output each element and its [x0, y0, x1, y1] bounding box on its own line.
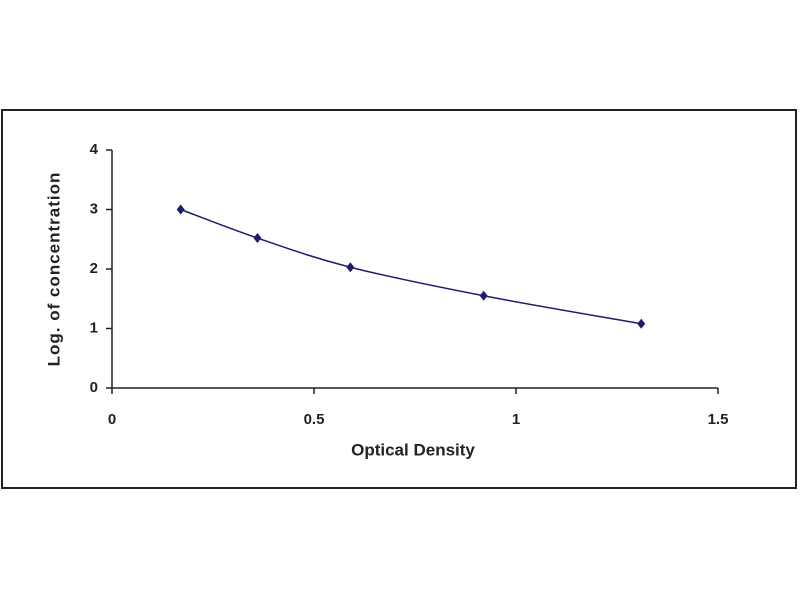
x-axis-label: Optical Density — [351, 440, 475, 459]
fit-curve — [180, 208, 642, 325]
y-tick-label: 4 — [90, 141, 99, 158]
y-tick-label: 2 — [90, 260, 98, 277]
y-axis-label: Log. of concentration — [44, 172, 63, 367]
x-tick-label: 1 — [512, 411, 520, 428]
data-point — [253, 233, 262, 244]
y-tick-label: 0 — [90, 379, 98, 396]
x-tick-label: 0 — [108, 411, 116, 428]
y-tick-label: 3 — [90, 200, 98, 217]
y-tick-label: 1 — [90, 319, 98, 336]
data-point — [637, 318, 646, 329]
data-point — [176, 204, 185, 215]
data-point — [346, 262, 355, 273]
x-tick-label: 1.5 — [708, 411, 729, 428]
data-point — [479, 290, 488, 301]
chart-frame — [1, 109, 797, 489]
x-tick-label: 0.5 — [304, 411, 325, 428]
